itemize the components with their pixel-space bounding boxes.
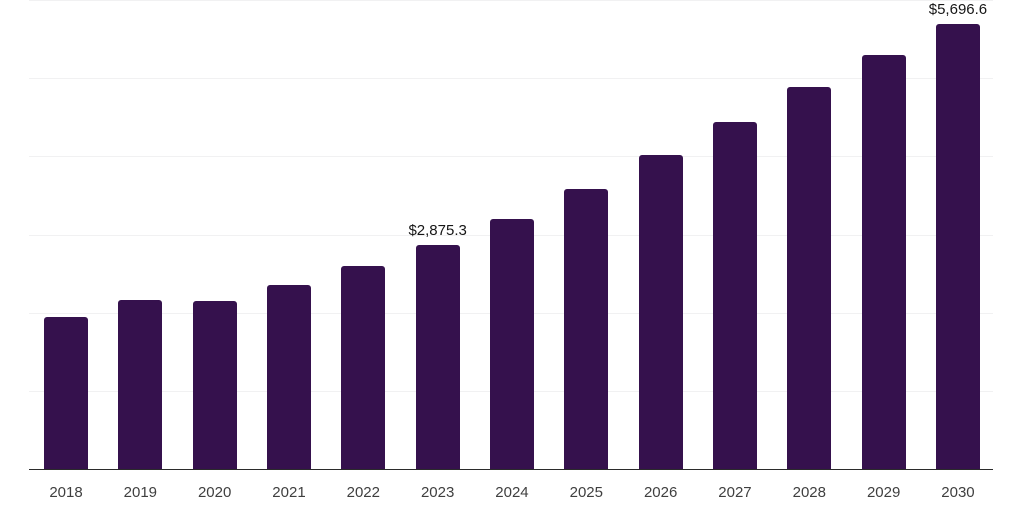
gridline-5000 — [29, 77, 993, 79]
x-axis-line — [29, 469, 993, 471]
bar-2026 — [638, 155, 683, 470]
x-tick-label-2028: 2028 — [792, 484, 826, 501]
x-tick-label-2022: 2022 — [346, 484, 380, 501]
bar-2030 — [935, 23, 980, 470]
x-tick-label-2024: 2024 — [495, 484, 529, 501]
gridline-4000 — [29, 156, 993, 158]
bar-2019 — [118, 300, 163, 470]
bar-2021 — [266, 284, 311, 470]
x-tick-label-2020: 2020 — [197, 484, 232, 501]
bar-2027 — [712, 121, 757, 470]
x-tick-label-2023: 2023 — [420, 484, 455, 501]
bar-2024 — [489, 219, 534, 470]
data-label-2023: $2,875.3 — [408, 221, 467, 239]
x-tick-label-2018: 2018 — [49, 484, 83, 501]
x-tick-label-2030: 2030 — [941, 484, 975, 501]
bar-2028 — [787, 87, 832, 470]
bar-2029 — [861, 54, 906, 470]
x-tick-label-2019: 2019 — [123, 484, 158, 501]
bar-2020 — [192, 301, 237, 470]
x-tick-label-2021: 2021 — [272, 484, 306, 501]
data-label-2030: $5,696.6 — [928, 0, 988, 18]
x-tick-label-2025: 2025 — [569, 484, 603, 501]
bar-2022 — [341, 265, 386, 470]
x-tick-label-2026: 2026 — [643, 484, 678, 501]
x-tick-label-2029: 2029 — [866, 484, 901, 501]
x-tick-label-2027: 2027 — [718, 484, 752, 501]
bar-2018 — [44, 317, 88, 470]
gridline-6000 — [29, 0, 993, 1]
bar-2023 — [415, 244, 460, 470]
bar-2025 — [564, 189, 609, 470]
